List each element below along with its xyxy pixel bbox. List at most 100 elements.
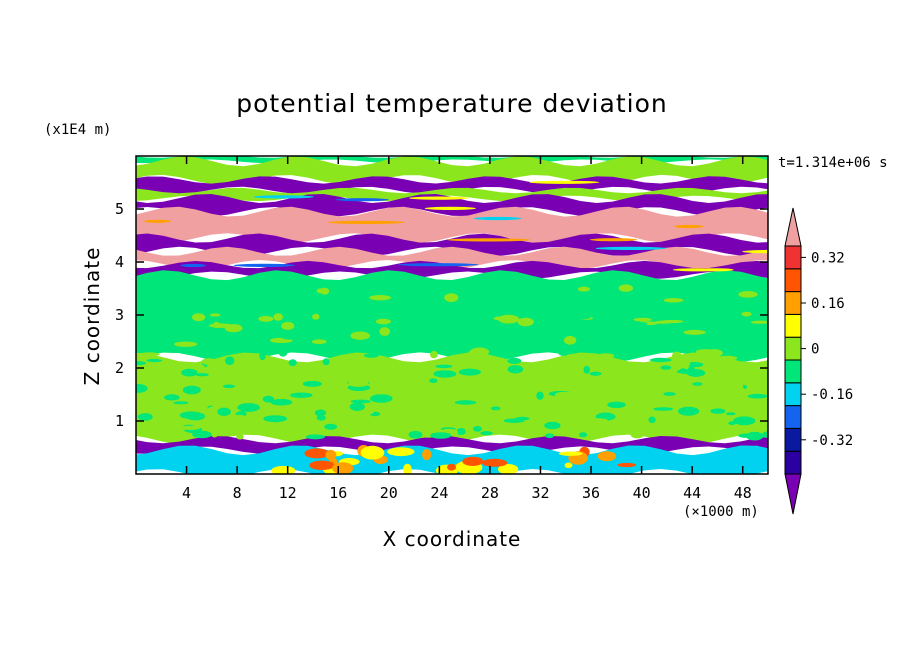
contour-speckle <box>676 308 683 318</box>
contour-speckle <box>480 431 493 436</box>
contour-speckle <box>367 312 390 317</box>
contour-speckle <box>673 224 704 229</box>
contour-speckle <box>554 292 574 296</box>
contour-speckle <box>678 406 700 416</box>
colorbar-segment <box>784 427 802 452</box>
contour-speckle <box>450 280 465 290</box>
contour-speckle <box>395 339 410 344</box>
contour-speckle <box>419 301 435 307</box>
contour-speckle <box>258 338 271 345</box>
contour-speckle <box>447 422 465 428</box>
contour-speckle <box>387 447 415 457</box>
contour-speckle <box>342 344 365 351</box>
contour-speckle <box>616 293 637 299</box>
colorbar-max-arrow <box>784 207 802 247</box>
contour-speckle <box>409 196 469 200</box>
x-tick-label: 20 <box>380 484 398 502</box>
contour-speckle <box>578 432 588 438</box>
contour-speckle <box>710 408 726 414</box>
y-axis-ticks: 1 2 3 4 5 <box>115 200 768 430</box>
contour-speckle <box>304 448 330 459</box>
contour-speckle <box>236 330 258 336</box>
contour-speckle <box>578 344 589 349</box>
contour-speckle <box>536 391 544 400</box>
contour-bands <box>136 156 768 474</box>
contour-speckle <box>379 327 391 336</box>
contour-speckle <box>687 323 700 329</box>
contour-speckle <box>325 449 337 461</box>
contour-speckle <box>563 335 577 345</box>
contour-speckle <box>513 331 526 339</box>
contour-speckle <box>578 286 590 292</box>
contour-speckle <box>727 382 744 390</box>
contour-speckle <box>309 460 335 470</box>
contour-speckle <box>182 385 201 395</box>
contour-speckle <box>498 314 520 324</box>
contour-speckle <box>589 371 602 376</box>
contour-band <box>136 206 768 244</box>
contour-speckle <box>340 328 362 332</box>
contour-speckle <box>565 414 580 424</box>
contour-speckle <box>701 311 716 316</box>
contour-speckle <box>444 293 459 302</box>
contour-speckle <box>447 238 531 242</box>
colorbar-segment <box>784 359 802 384</box>
contour-speckle <box>545 418 567 422</box>
contour-speckle <box>225 356 235 366</box>
contour-speckle <box>672 351 682 361</box>
contour-speckle <box>447 463 456 471</box>
contour-speckle <box>410 286 424 294</box>
contour-speckle <box>672 268 724 272</box>
contour-speckle <box>470 347 490 357</box>
contour-speckle <box>176 425 201 430</box>
contour-speckle <box>398 263 479 267</box>
contour-speckle <box>551 378 568 387</box>
contour-speckle <box>332 462 354 474</box>
contour-speckle <box>717 355 738 361</box>
contour-speckle <box>752 333 768 338</box>
x-tick-label: 44 <box>683 484 701 502</box>
x-tick-label: 40 <box>633 484 651 502</box>
contour-speckle <box>211 431 218 438</box>
contour-speckle <box>683 329 706 335</box>
x-unit-label: (×1000 m) <box>683 504 759 520</box>
contour-speckle <box>242 304 262 311</box>
contour-speckle <box>610 333 621 340</box>
contour-speckle <box>440 347 452 354</box>
contour-band <box>136 436 768 454</box>
contour-speckle <box>311 339 327 345</box>
colorbar-segment <box>784 450 802 475</box>
time-label: t=1.314e+06 s <box>778 155 888 171</box>
chart-title: potential temperature deviation <box>236 89 667 118</box>
contour-speckle <box>233 263 295 267</box>
contour-speckle <box>144 219 172 223</box>
contour-speckle <box>713 365 728 370</box>
contour-speckle <box>359 340 372 345</box>
contour-speckle <box>409 319 433 327</box>
contour-speckle <box>580 291 589 298</box>
x-tick-label: 4 <box>182 484 191 502</box>
contour-speckle <box>302 380 322 387</box>
contour-speckle <box>347 371 360 381</box>
contour-speckle <box>507 365 524 374</box>
contour-speckle <box>360 445 385 460</box>
x-tick-label: 48 <box>734 484 752 502</box>
contour-speckle <box>236 434 244 440</box>
contour-speckle <box>251 333 260 341</box>
contour-speckle <box>324 423 338 430</box>
contour-speckle <box>365 328 379 332</box>
contour-speckle <box>640 346 662 355</box>
contour-speckle <box>481 458 508 467</box>
contour-speckle <box>429 378 438 384</box>
contour-speckle <box>704 351 716 358</box>
contour-speckle <box>705 417 724 421</box>
y-tick-label: 5 <box>115 200 124 218</box>
contour-speckle <box>370 394 393 403</box>
contour-speckle <box>164 394 180 401</box>
contour-speckle <box>738 291 758 298</box>
contour-speckle <box>597 353 615 359</box>
contour-speckle <box>322 358 330 366</box>
contour-speckle <box>566 380 586 386</box>
contour-speckle <box>441 336 464 343</box>
colorbar-segment <box>784 245 802 270</box>
